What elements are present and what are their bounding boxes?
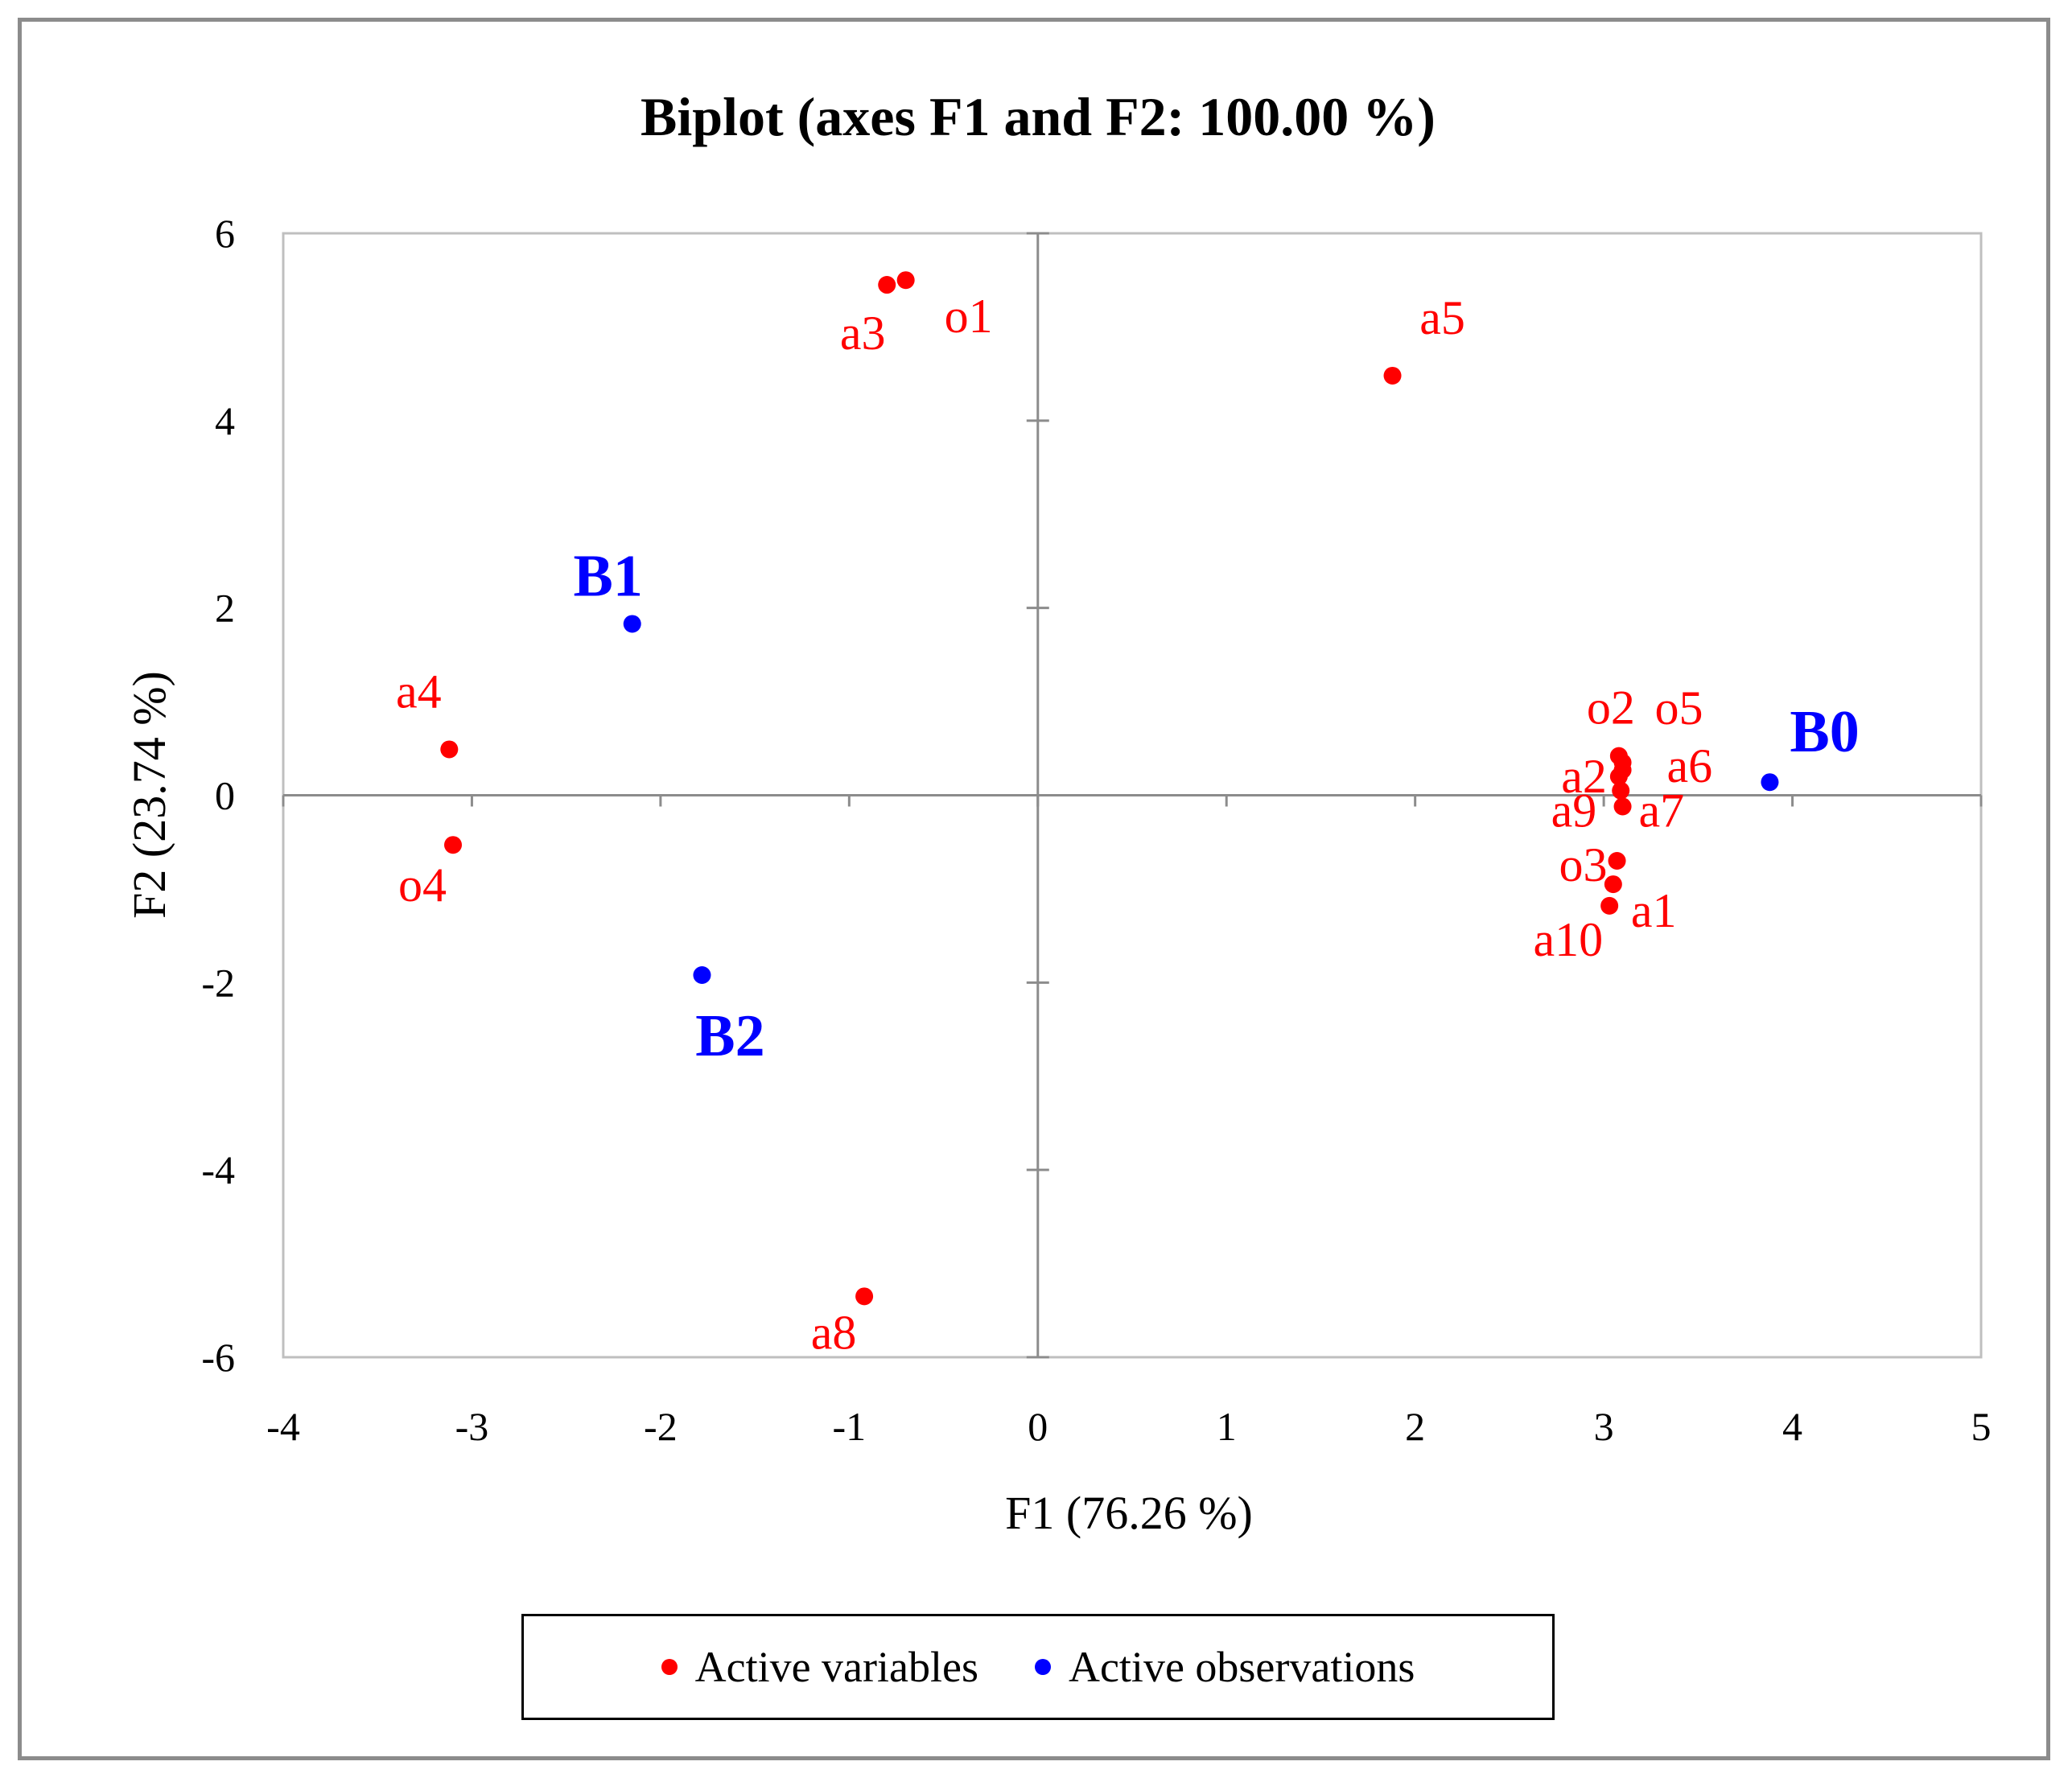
point-label-o3: o3 [1559, 838, 1608, 891]
x-tick-label: 3 [1594, 1404, 1614, 1449]
point-B1 [623, 615, 641, 633]
x-tick-label: 1 [1217, 1404, 1237, 1449]
point-label-B2: B2 [695, 1003, 764, 1069]
point-a10 [1600, 896, 1619, 915]
point-o4 [444, 836, 462, 854]
legend-entry-active-observations: Active observations [1034, 1642, 1415, 1692]
point-a7 [1613, 797, 1632, 816]
point-a5 [1383, 366, 1402, 385]
x-tick-label: -1 [833, 1404, 867, 1449]
x-tick-label: 2 [1405, 1404, 1425, 1449]
y-tick-label: 0 [215, 773, 235, 818]
point-label-a7: a7 [1639, 784, 1685, 837]
point-label-a10: a10 [1534, 913, 1604, 966]
point-o1 [896, 271, 915, 290]
chart-frame [18, 18, 2050, 1760]
x-tick-label: 4 [1782, 1404, 1802, 1449]
y-tick-label: -4 [201, 1147, 235, 1192]
point-label-a5: a5 [1419, 291, 1465, 344]
point-a2 [1609, 768, 1628, 786]
axes-lines [283, 233, 1981, 1357]
tick-labels: -4 -3 -2 -1 0 1 2 3 4 5 -6 -4 -2 0 2 4 6 [201, 211, 1991, 1449]
point-label-a1: a1 [1631, 884, 1677, 937]
point-label-o1: o1 [945, 290, 993, 343]
x-tick-label: 0 [1028, 1404, 1048, 1449]
legend: Active variables Active observations [521, 1614, 1555, 1720]
point-a8 [855, 1287, 874, 1306]
point-a4 [440, 740, 459, 759]
x-tick-label: -3 [455, 1404, 489, 1449]
y-tick-label: -2 [201, 960, 235, 1005]
x-axis-label: F1 (76.26 %) [1005, 1487, 1253, 1539]
data-points [440, 271, 1779, 1306]
x-tick-label: 5 [1971, 1404, 1992, 1449]
legend-label-active-observations: Active observations [1068, 1643, 1415, 1691]
point-a9 [1612, 781, 1630, 800]
point-label-a9: a9 [1551, 784, 1597, 837]
axis-ticks [282, 232, 1983, 1359]
point-B2 [693, 966, 711, 985]
point-label-B0: B0 [1790, 699, 1859, 765]
x-tick-label: -2 [644, 1404, 678, 1449]
point-label-a2: a2 [1561, 750, 1607, 803]
point-label-a8: a8 [811, 1306, 857, 1359]
point-label-o4: o4 [398, 858, 447, 912]
chart-title: Biplot (axes F1 and F2: 100.00 %) [641, 86, 1436, 147]
point-B0 [1761, 773, 1779, 792]
point-label-o5: o5 [1655, 681, 1703, 735]
point-label-B1: B1 [574, 543, 643, 609]
legend-marker-red [661, 1659, 678, 1675]
legend-label-active-variables: Active variables [694, 1643, 978, 1691]
y-tick-label: 6 [215, 211, 235, 256]
legend-marker-blue [1034, 1659, 1051, 1675]
point-a3 [878, 276, 896, 294]
x-tick-label: -4 [266, 1404, 300, 1449]
legend-entry-active-variables: Active variables [661, 1642, 978, 1692]
point-label-a3: a3 [840, 307, 886, 360]
y-tick-label: -6 [201, 1335, 235, 1380]
y-tick-label: 4 [215, 398, 235, 443]
point-o3 [1608, 851, 1626, 870]
y-axis-label: F2 (23.74 %) [123, 671, 175, 919]
point-a1 [1604, 875, 1622, 894]
y-tick-label: 2 [215, 586, 235, 631]
point-label-a4: a4 [396, 665, 442, 718]
point-label-a6: a6 [1667, 739, 1713, 792]
point-label-o2: o2 [1587, 681, 1635, 735]
